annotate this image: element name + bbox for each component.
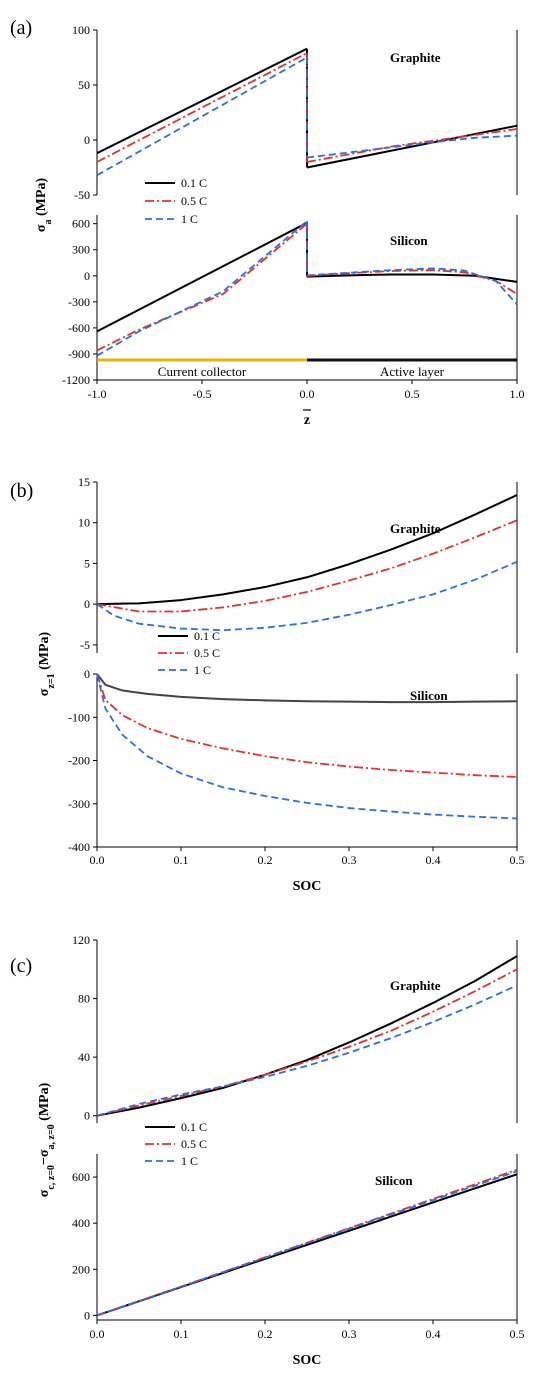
y-tick-label: -300 xyxy=(68,295,90,309)
legend-label: 0.5 C xyxy=(181,194,207,208)
series-line-01C xyxy=(96,673,518,704)
x-tick-label: 0.0 xyxy=(90,1327,105,1341)
y-tick-label: -50 xyxy=(74,188,90,202)
series-line-05C xyxy=(96,222,518,352)
material-label: Silicon xyxy=(375,1173,413,1188)
y-axis-label: σz=1 (MPa) xyxy=(37,631,57,696)
y-tick-label: 0 xyxy=(84,1109,90,1123)
legend-label: 1 C xyxy=(181,1154,198,1168)
x-axis-label: SOC xyxy=(293,879,322,894)
x-tick-label: 0.0 xyxy=(90,853,105,867)
y-axis-label: σa (MPa) xyxy=(34,178,54,233)
y-tick-label: 50 xyxy=(78,78,90,92)
y-axis-label: σc, z=0−σa, z=0 (MPa) xyxy=(37,1082,57,1197)
x-tick-label: 0.2 xyxy=(258,1327,273,1341)
legend: 0.1 C 0.5 C 1 C xyxy=(145,1120,207,1168)
y-tick-label: 80 xyxy=(78,992,90,1006)
legend-label: 1 C xyxy=(194,663,211,677)
y-tick-label: 0 xyxy=(84,1308,90,1322)
y-tick-label: 0 xyxy=(84,133,90,147)
y-tick-label: -200 xyxy=(68,754,90,768)
legend-label: 1 C xyxy=(181,212,198,226)
series-line-1C xyxy=(96,1170,518,1317)
x-axis-label: z xyxy=(304,413,310,428)
y-tick-label: -300 xyxy=(68,797,90,811)
panel-b: (b) -5 0 5 10 15 Graphite 0.0 0.1 0.2 0.3 0.4 0.5 -40… xyxy=(10,475,525,894)
legend-label: 0.1 C xyxy=(194,629,220,643)
series-line-1C xyxy=(96,220,518,357)
series-line-05C xyxy=(96,519,518,613)
panel-label: (b) xyxy=(10,480,33,502)
panel-a: (a) -50 0 50 100 Graphite -1.0 -0.5 0.0 0.5 1.0 -12… xyxy=(10,17,525,428)
series-line-1C xyxy=(96,673,518,820)
material-label: Silicon xyxy=(390,233,428,248)
series-line-05C xyxy=(96,968,518,1117)
y-tick-label: 0 xyxy=(84,269,90,283)
x-tick-label: 1.0 xyxy=(510,387,525,401)
x-axis-label: SOC xyxy=(293,1353,322,1368)
series-line-1C xyxy=(96,56,518,176)
subplot-silicon: -1.0 -0.5 0.0 0.5 1.0 -1200 -900 -600 -300 0 300 60… xyxy=(62,215,525,401)
legend-label: 0.5 C xyxy=(181,1137,207,1151)
y-tick-label: 400 xyxy=(72,1216,90,1230)
material-label: Graphite xyxy=(390,521,441,536)
y-tick-label: 40 xyxy=(78,1050,90,1064)
x-tick-label: 0.1 xyxy=(174,853,189,867)
y-tick-label: -400 xyxy=(68,840,90,854)
current-collector-label: Current collector xyxy=(158,364,247,379)
y-tick-label: -5 xyxy=(80,638,90,652)
x-tick-label: 0.4 xyxy=(426,1327,441,1341)
x-tick-label: 0.5 xyxy=(405,387,420,401)
x-tick-label: 0.0 xyxy=(300,387,315,401)
subplot-silicon: 0.0 0.1 0.2 0.3 0.4 0.5 0 200 400 600 Silicon xyxy=(72,1154,525,1341)
y-tick-label: 120 xyxy=(72,933,90,947)
series-line-1C xyxy=(96,984,518,1117)
legend-label: 0.5 C xyxy=(194,646,220,660)
x-tick-label: -1.0 xyxy=(88,387,107,401)
x-tick-label: 0.1 xyxy=(174,1327,189,1341)
y-tick-label: 10 xyxy=(78,516,90,530)
subplot-silicon: 0.0 0.1 0.2 0.3 0.4 0.5 -400 -300 -200 -100 0 Silic… xyxy=(68,667,525,867)
y-tick-label: -900 xyxy=(68,347,90,361)
series-line-1C xyxy=(96,560,518,632)
material-label: Graphite xyxy=(390,978,441,993)
material-label: Graphite xyxy=(390,50,441,65)
panel-label: (a) xyxy=(10,17,32,39)
y-tick-label: 600 xyxy=(72,1170,90,1184)
active-layer-label: Active layer xyxy=(380,364,445,379)
x-tick-label: 0.2 xyxy=(258,853,273,867)
x-tick-label: 0.3 xyxy=(342,1327,357,1341)
subplot-graphite: -5 0 5 10 15 Graphite xyxy=(78,475,518,653)
y-tick-label: 200 xyxy=(72,1262,90,1276)
y-tick-label: -1200 xyxy=(62,373,90,387)
series-line-01C xyxy=(96,221,518,333)
y-tick-label: 300 xyxy=(72,243,90,257)
y-tick-label: 100 xyxy=(72,23,90,37)
panel-label: (c) xyxy=(10,955,32,977)
x-tick-label: 0.5 xyxy=(510,853,525,867)
y-tick-label: -100 xyxy=(68,710,90,724)
panel-c: (c) 0 40 80 120 Graphite 0.0 0.1 0.2 0.3 0.4 0.5 0 20… xyxy=(10,933,525,1368)
legend-label: 0.1 C xyxy=(181,176,207,190)
subplot-graphite: 0 40 80 120 Graphite xyxy=(72,933,518,1123)
y-tick-label: 15 xyxy=(78,475,90,489)
material-label: Silicon xyxy=(410,688,448,703)
x-tick-label: 0.3 xyxy=(342,853,357,867)
x-tick-label: 0.4 xyxy=(426,853,441,867)
y-tick-label: 0 xyxy=(84,597,90,611)
series-line-01C xyxy=(96,494,518,606)
series-line-01C xyxy=(96,955,518,1117)
y-tick-label: 600 xyxy=(72,217,90,231)
legend-label: 0.1 C xyxy=(181,1120,207,1134)
y-tick-label: 5 xyxy=(84,556,90,570)
x-tick-label: -0.5 xyxy=(193,387,212,401)
subplot-graphite: -50 0 50 100 Graphite xyxy=(72,23,518,202)
legend: 0.1 C 0.5 C 1 C xyxy=(145,176,207,226)
y-tick-label: -600 xyxy=(68,321,90,335)
y-tick-label: 0 xyxy=(84,667,90,681)
x-tick-label: 0.5 xyxy=(510,1327,525,1341)
series-line-05C xyxy=(96,673,518,778)
legend: 0.1 C 0.5 C 1 C xyxy=(158,629,220,677)
